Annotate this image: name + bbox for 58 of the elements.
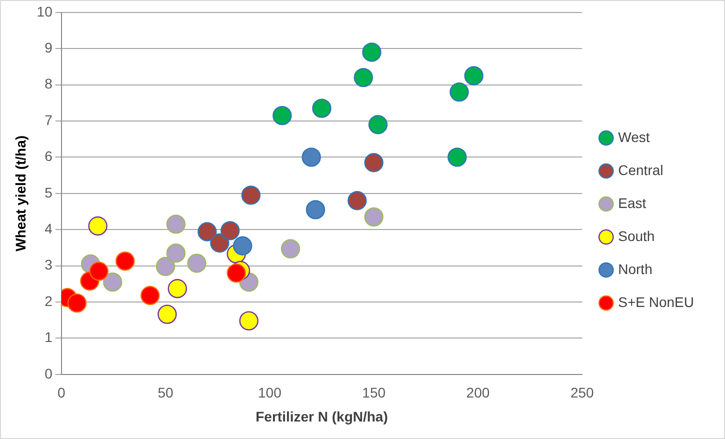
y-tick-label: 4 — [44, 220, 53, 236]
point — [239, 311, 258, 330]
point — [89, 262, 108, 281]
legend-label: East — [618, 194, 646, 211]
point — [354, 68, 374, 88]
y-axis-title: Wheat yield (t/ha) — [12, 135, 28, 252]
y-tick-label: 1 — [44, 329, 53, 346]
point — [210, 233, 230, 253]
x-tick-label: 100 — [258, 384, 282, 401]
point — [156, 256, 176, 276]
point — [450, 82, 469, 102]
y-tick-label: 5 — [44, 184, 53, 200]
point — [306, 200, 326, 220]
point — [464, 66, 484, 86]
y-tick-label: 10 — [36, 3, 53, 20]
point — [362, 42, 382, 62]
point — [302, 148, 321, 167]
legend-label: West — [618, 128, 650, 145]
point — [448, 148, 467, 167]
point — [348, 191, 367, 210]
point — [312, 98, 332, 118]
point — [272, 106, 292, 126]
point — [368, 115, 388, 134]
legend-label: S+E NonEU — [618, 294, 694, 310]
point — [67, 293, 87, 313]
x-tick-label: 150 — [362, 384, 386, 401]
point — [116, 251, 135, 271]
y-tick-label: 9 — [44, 39, 53, 56]
point — [280, 239, 300, 258]
point — [364, 153, 384, 172]
legend-label: South — [618, 228, 655, 244]
point — [187, 254, 206, 273]
y-tick-label: 3 — [44, 256, 53, 273]
point — [140, 286, 160, 306]
point — [220, 221, 240, 240]
legend-label: Central — [618, 162, 664, 178]
point — [226, 263, 246, 283]
x-tick-label: 50 — [158, 384, 174, 401]
point — [232, 236, 252, 256]
point — [166, 244, 186, 263]
legend-label: North — [618, 260, 652, 277]
y-tick-label: 2 — [44, 292, 53, 309]
x-tick-label: 200 — [466, 384, 490, 401]
x-tick-label: 250 — [570, 384, 594, 401]
point — [364, 207, 384, 227]
x-axis-title: Fertilizer N (kgN/ha) — [256, 408, 388, 424]
y-tick-label: 6 — [44, 148, 53, 164]
y-tick-label: 8 — [44, 76, 53, 92]
point — [198, 222, 217, 242]
point — [88, 216, 108, 236]
x-tick-label: 0 — [57, 384, 66, 401]
point — [168, 279, 187, 298]
point — [241, 186, 261, 205]
point — [158, 304, 177, 324]
y-tick-label: 0 — [44, 365, 53, 382]
point — [103, 272, 122, 292]
point — [166, 214, 186, 234]
y-tick-label: 7 — [44, 112, 53, 128]
